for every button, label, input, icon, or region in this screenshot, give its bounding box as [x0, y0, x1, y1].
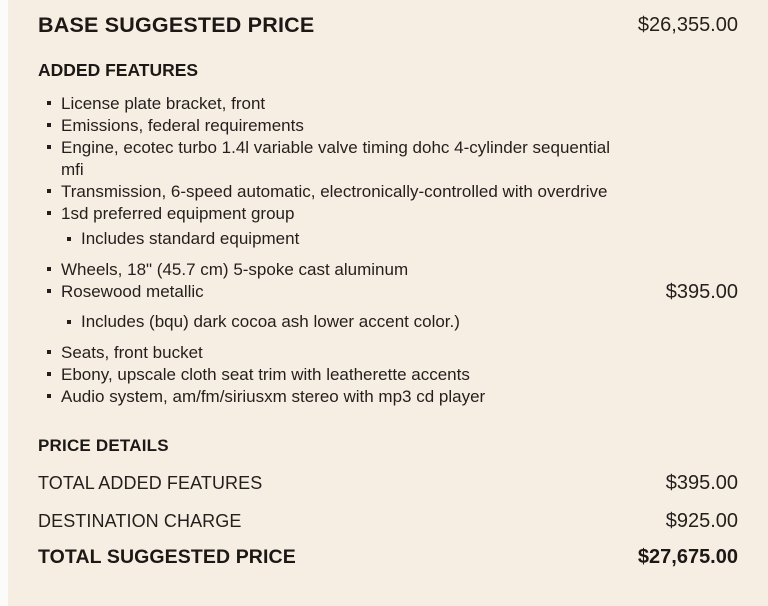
feature-item: Audio system, am/fm/siriusxm stereo with…	[46, 386, 738, 408]
price-detail-row: DESTINATION CHARGE $925.00	[38, 508, 738, 534]
price-detail-label: TOTAL ADDED FEATURES	[38, 473, 263, 493]
feature-row: Wheels, 18" (45.7 cm) 5-spoke cast alumi…	[46, 259, 738, 281]
feature-sub-list: Includes (bqu) dark cocoa ash lower acce…	[46, 311, 738, 333]
feature-row: Seats, front bucket	[46, 342, 738, 364]
feature-row: Transmission, 6-speed automatic, electro…	[46, 181, 738, 203]
base-price-row: BASE SUGGESTED PRICE $26,355.00	[38, 12, 738, 38]
feature-row: Audio system, am/fm/siriusxm stereo with…	[46, 386, 738, 408]
feature-item: 1sd preferred equipment group Includes st…	[46, 203, 738, 250]
feature-row: 1sd preferred equipment group	[46, 203, 738, 225]
bullet-square-icon	[47, 289, 51, 293]
feature-text: Ebony, upscale cloth seat trim with leat…	[61, 365, 470, 384]
added-features-heading: ADDED FEATURES	[38, 60, 199, 80]
price-detail-row: TOTAL ADDED FEATURES $395.00	[38, 470, 738, 496]
feature-item: Transmission, 6-speed automatic, electro…	[46, 181, 738, 203]
price-details-heading: PRICE DETAILS	[38, 436, 169, 455]
feature-row: Ebony, upscale cloth seat trim with leat…	[46, 364, 738, 386]
feature-item: Wheels, 18" (45.7 cm) 5-spoke cast alumi…	[46, 259, 738, 281]
feature-item: Rosewood metallic $395.00 Includes (bqu) d…	[46, 281, 738, 333]
bullet-square-icon	[47, 211, 51, 215]
price-detail-label: DESTINATION CHARGE	[38, 511, 242, 531]
feature-text: Audio system, am/fm/siriusxm stereo with…	[61, 387, 486, 406]
feature-sub-text: Includes (bqu) dark cocoa ash lower acce…	[81, 312, 460, 331]
bullet-square-icon	[47, 350, 51, 354]
feature-row: Emissions, federal requirements	[46, 115, 738, 137]
bullet-square-icon	[47, 394, 51, 398]
bullet-square-icon	[47, 123, 51, 127]
feature-text: 1sd preferred equipment group	[61, 204, 295, 223]
feature-text: Engine, ecotec turbo 1.4l variable valve…	[61, 138, 611, 179]
feature-row: Rosewood metallic $395.00	[46, 281, 738, 304]
feature-row: License plate bracket, front	[46, 93, 738, 115]
feature-item: Emissions, federal requirements	[46, 115, 738, 137]
feature-text: Seats, front bucket	[61, 343, 203, 362]
feature-text: Emissions, federal requirements	[61, 116, 304, 135]
price-details-rows: TOTAL ADDED FEATURES $395.00 DESTINATION C…	[38, 470, 738, 570]
bullet-square-icon	[47, 267, 51, 271]
price-detail-value: $395.00	[665, 472, 738, 494]
bullet-square-icon	[47, 372, 51, 376]
feature-sub-list: Includes standard equipment	[46, 228, 738, 250]
bullet-square-icon	[47, 189, 51, 193]
feature-item: Engine, ecotec turbo 1.4l variable valve…	[46, 137, 738, 181]
price-detail-value: $27,675.00	[637, 546, 738, 568]
page-left-margin-strip	[0, 0, 8, 606]
feature-row: Engine, ecotec turbo 1.4l variable valve…	[46, 137, 738, 181]
price-detail-row: TOTAL SUGGESTED PRICE $27,675.00	[38, 544, 738, 570]
feature-item: Seats, front bucket	[46, 342, 738, 364]
added-features-list: License plate bracket, front Emissions, f…	[38, 93, 738, 408]
feature-text: License plate bracket, front	[61, 94, 266, 113]
feature-text: Wheels, 18" (45.7 cm) 5-spoke cast alumi…	[61, 260, 409, 279]
feature-text: Rosewood metallic	[61, 282, 204, 301]
feature-sub-item: Includes standard equipment	[66, 228, 738, 250]
feature-row: Includes (bqu) dark cocoa ash lower acce…	[66, 311, 738, 333]
feature-text: Transmission, 6-speed automatic, electro…	[61, 182, 608, 201]
base-price-title: BASE SUGGESTED PRICE	[38, 13, 315, 37]
feature-item: Ebony, upscale cloth seat trim with leat…	[46, 364, 738, 386]
price-detail-label: TOTAL SUGGESTED PRICE	[38, 546, 296, 568]
feature-sub-text: Includes standard equipment	[81, 229, 300, 248]
bullet-square-icon	[47, 145, 51, 149]
bullet-square-icon	[67, 237, 71, 241]
bullet-square-icon	[47, 101, 51, 105]
base-price-value: $26,355.00	[637, 14, 738, 36]
bullet-square-icon	[67, 320, 71, 324]
feature-row: Includes standard equipment	[66, 228, 738, 250]
feature-sub-item: Includes (bqu) dark cocoa ash lower acce…	[66, 311, 738, 333]
feature-item: License plate bracket, front	[46, 93, 738, 115]
feature-price: $395.00	[665, 281, 738, 303]
price-detail-value: $925.00	[665, 510, 738, 532]
